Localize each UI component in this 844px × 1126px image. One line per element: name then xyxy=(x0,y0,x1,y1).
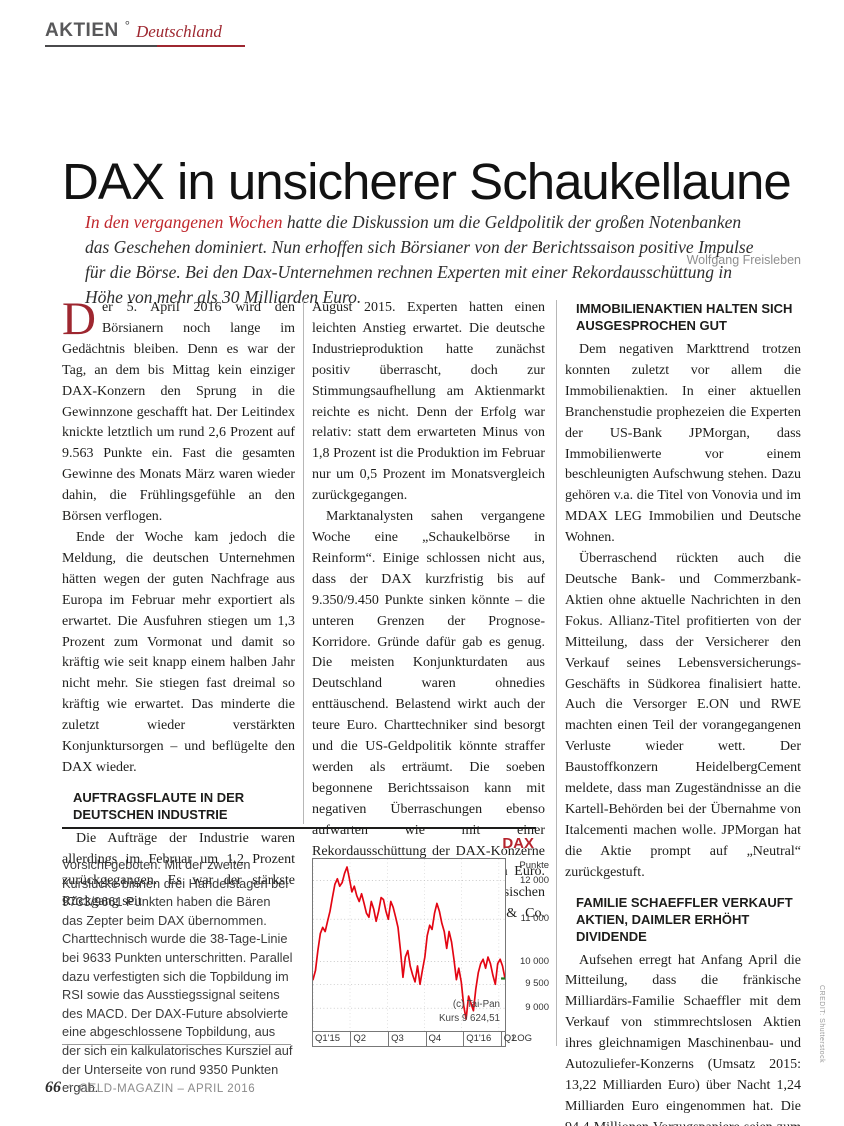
paragraph: Die Aufträge der Industrie waren allerdi… xyxy=(62,830,295,909)
chart-x-tick-label: Q1'15 xyxy=(315,1033,341,1044)
kicker-rule xyxy=(45,45,245,47)
chart-y-tick-label: 12 000 xyxy=(519,874,549,886)
article-title: DAX in unsicherer Schaukellaune xyxy=(62,153,792,211)
standfirst: In den vergangenen Wochen hatte die Disk… xyxy=(85,210,761,310)
caption-bottom-rule xyxy=(62,1044,291,1045)
footer-degree-icon: ° xyxy=(68,1084,72,1095)
chart-caption: Vorsicht geboten. Mit der zweiten Kurslü… xyxy=(62,857,293,1096)
column-divider-1 xyxy=(303,300,304,824)
chart-y-tick-label: 9 500 xyxy=(525,978,549,990)
chart-x-tick-label: Q1'16 xyxy=(463,1031,491,1046)
chart-x-tick-label: Q2 xyxy=(350,1031,366,1046)
chart-y-tick-label: 11 000 xyxy=(520,913,549,925)
paragraph-text: er 5. April 2016 wird den Börsianern noc… xyxy=(62,300,295,525)
chart-y-tick-label: 10 000 xyxy=(519,955,549,967)
subheading-auftragsflaute: AUFTRAGSFLAUTE IN DER DEUTSCHEN INDUSTRI… xyxy=(73,789,245,822)
chart-x-tick-label: Q4 xyxy=(425,1031,441,1046)
standfirst-lead: In den vergangenen Wochen xyxy=(85,211,283,232)
drop-cap: D xyxy=(62,293,96,345)
page-number: 66 xyxy=(45,1079,61,1096)
section-topic: Deutschland xyxy=(135,22,222,41)
subheading-immobilienaktien: IMMOBILIENAKTIEN HALTEN SICH AUSGESPROCH… xyxy=(576,301,793,333)
chart-last-price: Kurs 9 624,51 xyxy=(438,1013,500,1024)
page-footer: 66 ° GELD-MAGAZIN – APRIL 2016 xyxy=(45,1079,255,1097)
chart-scale-label: LOG xyxy=(512,1033,533,1044)
standfirst-rest: hatte die Diskussion um die Geldpolitik … xyxy=(85,211,754,307)
subheading-schaeffler: FAMILIE SCHAEFFLER VERKAUFT AKTIEN, DAIM… xyxy=(576,894,793,944)
chart-y-tick-label: 9 000 xyxy=(525,1002,549,1014)
paragraph: Aufsehen erregt hat Anfang April die Mit… xyxy=(565,952,801,1126)
footer-magazine-name: GELD-MAGAZIN – APRIL 2016 xyxy=(79,1083,256,1095)
dax-line-chart xyxy=(312,858,506,1032)
chart-x-tick-label: Q3 xyxy=(388,1031,404,1046)
section-label: AKTIEN xyxy=(45,20,119,41)
kicker-rule-gray xyxy=(45,45,157,47)
paragraph: Ende der Woche kam jedoch die Meldung, d… xyxy=(62,529,295,775)
paragraph: Dem negativen Markttrend trotzen konnten… xyxy=(565,342,801,546)
chart-x-axis: Q1'15 Q2 Q3 Q4 Q1'16 Q2 xyxy=(312,1031,516,1047)
chart-strip-rule xyxy=(62,827,536,829)
section-kicker: AKTIEN ° Deutschland xyxy=(45,18,245,47)
degree-icon: ° xyxy=(124,18,130,33)
byline-author: Wolfgang Freisleben xyxy=(686,253,801,267)
chart-y-unit: Punkte xyxy=(519,860,549,871)
paragraph: Überraschend rückten auch die Deutsche B… xyxy=(565,551,801,880)
chart-y-axis: Punkte 12 000 11 000 10 000 9 500 9 000 xyxy=(509,858,549,1032)
photo-credit: CREDIT: Shutterstock xyxy=(818,985,825,1064)
chart-source-note: (c) Tai-Pan Kurs 9 624,51 xyxy=(312,998,500,1026)
column-divider-2 xyxy=(556,300,557,1046)
chart-canvas xyxy=(313,859,505,1031)
paragraph: August 2015. Experten hatten einen leich… xyxy=(312,300,545,504)
kicker-rule-red xyxy=(157,45,245,47)
chart-title: DAX xyxy=(502,835,534,852)
chart-x-tick-label: Q2 xyxy=(500,1031,516,1046)
column-3: IMMOBILIENAKTIEN HALTEN SICH AUSGESPROCH… xyxy=(565,298,801,1126)
chart-source: (c) Tai-Pan xyxy=(452,999,500,1010)
